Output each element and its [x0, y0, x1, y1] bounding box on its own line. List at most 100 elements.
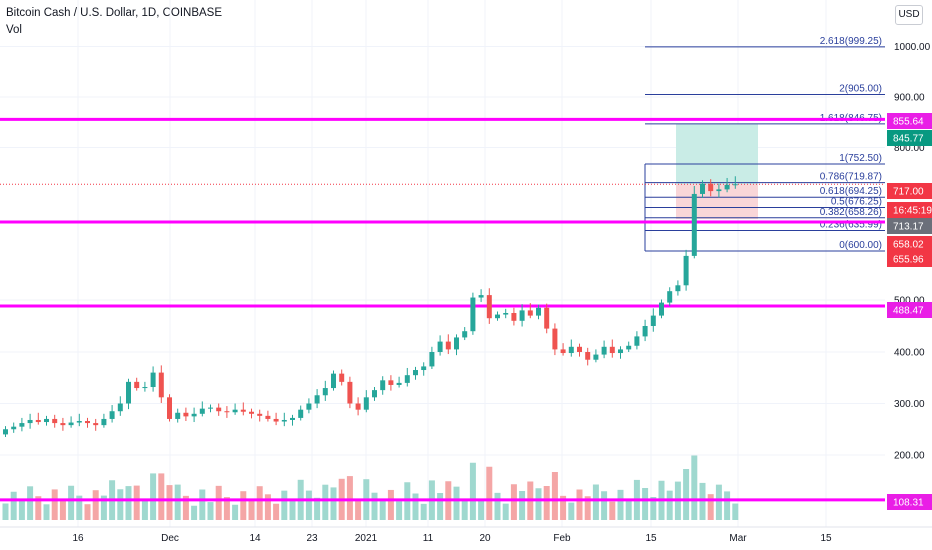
volume-bar — [273, 503, 280, 520]
price-tag[interactable]: 655.96 — [887, 251, 932, 267]
candle — [437, 335, 443, 356]
candle — [19, 417, 25, 432]
candle — [421, 362, 427, 376]
price-axis[interactable]: 1000.00 900.00 800.00 500.00 400.00 300.00 200… — [894, 42, 931, 462]
volume-bar — [543, 486, 550, 520]
volume-bar — [396, 501, 403, 520]
candle-body — [11, 426, 17, 430]
volume-bar — [379, 499, 386, 520]
price-tag-label: 658.02 — [893, 240, 924, 251]
candle — [659, 299, 664, 319]
candle-body — [306, 403, 312, 410]
candle — [167, 394, 172, 422]
volume-bar — [314, 497, 321, 520]
price-tag-label: 16:45:19 — [893, 206, 932, 217]
symbol-title[interactable]: Bitcoin Cash / U.S. Dollar, 1D, COINBASE — [6, 7, 223, 19]
candle-body — [314, 395, 320, 404]
volume-bar — [478, 498, 485, 520]
candle-body — [470, 297, 476, 332]
volume-bar — [560, 495, 567, 520]
candle — [331, 370, 336, 391]
candle-body — [372, 390, 377, 398]
candle — [44, 415, 49, 426]
volume-bar — [609, 501, 616, 520]
volume-bar — [2, 503, 9, 520]
price-tag-bg — [887, 130, 932, 146]
candle-body — [150, 372, 156, 388]
fib-level-label: 0(600.00) — [839, 240, 882, 251]
candle — [724, 177, 730, 193]
candle-body — [208, 407, 213, 409]
candle — [445, 334, 451, 355]
volume-bar — [461, 500, 468, 520]
candle — [527, 303, 533, 319]
time-tick-label: Feb — [553, 533, 571, 544]
volume-bar — [182, 495, 189, 520]
volume-bar — [281, 490, 288, 520]
volume-bar — [510, 484, 517, 520]
candle — [577, 343, 582, 357]
candle-body — [101, 418, 107, 426]
position-target-zone[interactable] — [676, 124, 758, 185]
candle — [76, 413, 82, 427]
price-tag-bg — [887, 494, 932, 510]
price-tag[interactable]: 108.31 — [887, 494, 932, 510]
candle-body — [322, 388, 328, 396]
price-tag[interactable]: 845.77 — [887, 130, 932, 146]
candle-body — [380, 380, 386, 391]
candle — [191, 407, 197, 423]
time-axis[interactable]: 16 Dec 14 23 2021 11 20 Feb 15 Mar 15 — [0, 526, 932, 544]
candle — [667, 287, 673, 307]
price-tag-label: 845.77 — [893, 134, 924, 145]
candle — [339, 369, 345, 386]
candle — [429, 346, 435, 369]
candle-body — [19, 423, 25, 427]
time-tick-label: 23 — [306, 533, 318, 544]
candle — [273, 412, 279, 426]
time-tick-label: 16 — [72, 533, 84, 544]
price-tag-label: 855.64 — [893, 117, 924, 128]
horizontal-levels[interactable] — [0, 117, 885, 502]
price-tag[interactable]: 16:45:19 — [887, 202, 932, 218]
volume-bar — [330, 487, 337, 520]
volume-bar — [68, 485, 75, 520]
candle — [208, 404, 213, 413]
price-tag[interactable]: 658.02 — [887, 236, 932, 252]
price-tag[interactable]: 713.17 — [887, 218, 932, 234]
candle-body — [413, 370, 418, 376]
volume-bar — [305, 490, 312, 520]
candle — [158, 365, 164, 403]
time-tick-label: Mar — [729, 533, 747, 544]
candle-body — [700, 183, 705, 194]
long-position-tool[interactable] — [676, 124, 758, 220]
candle-body — [232, 409, 238, 413]
candle-body — [519, 310, 525, 321]
volume-bar — [166, 485, 173, 520]
candle-body — [445, 341, 451, 350]
price-tag-label: 108.31 — [893, 498, 924, 509]
candle-body — [388, 380, 394, 385]
candle — [601, 340, 607, 359]
fib-level-label: 0.618(694.25) — [820, 186, 882, 197]
price-tick-label: 400.00 — [894, 348, 925, 359]
price-tag[interactable]: 488.47 — [887, 302, 932, 318]
price-tag[interactable]: 855.64 — [887, 113, 932, 129]
candle — [117, 396, 123, 416]
currency-button[interactable]: USD — [895, 5, 923, 25]
candle — [691, 185, 697, 259]
candle-body — [27, 419, 33, 424]
candle-body — [511, 313, 517, 321]
volume-indicator-label[interactable]: Vol — [6, 24, 22, 36]
candle-body — [495, 314, 500, 319]
candle-body — [560, 349, 566, 354]
candle — [150, 366, 156, 392]
candle — [355, 397, 361, 416]
candle — [732, 176, 738, 189]
price-tag[interactable]: 717.00 — [887, 183, 932, 199]
candle-body — [454, 337, 459, 350]
candle — [380, 376, 386, 395]
price-tag-bg — [887, 251, 932, 267]
candle — [372, 387, 377, 401]
candle — [232, 403, 238, 415]
